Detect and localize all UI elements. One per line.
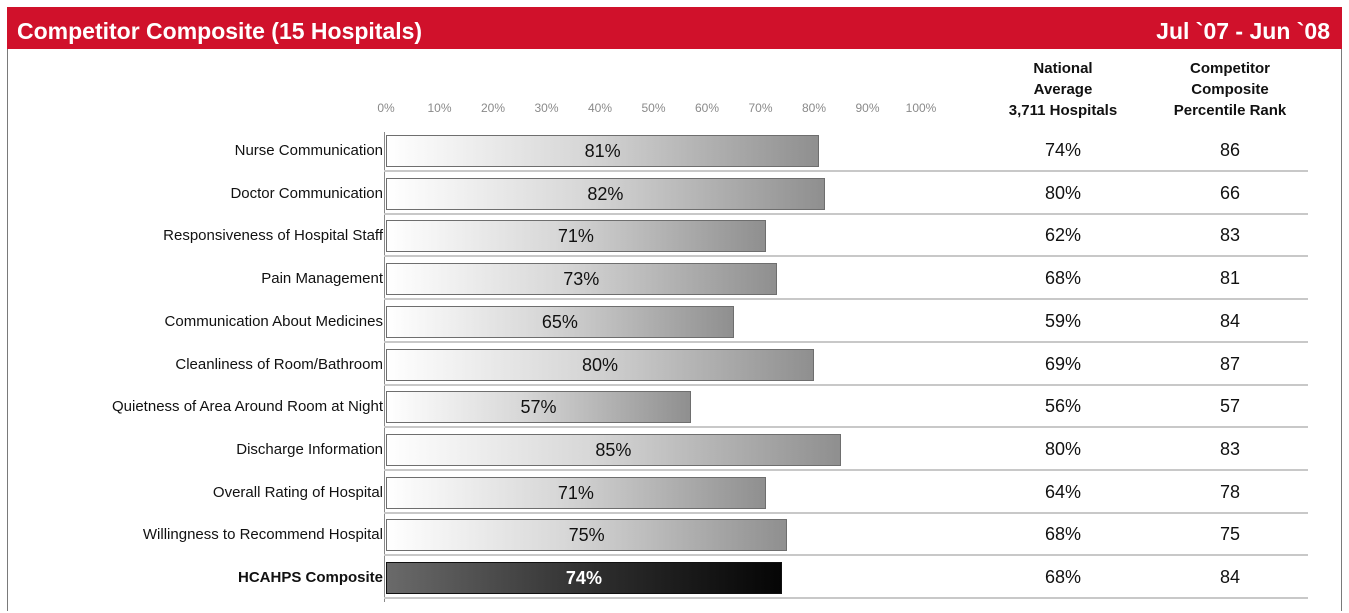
national-average-cell: 59% [1003, 311, 1123, 332]
bar-value-label: 65% [520, 312, 600, 333]
x-tick-label: 90% [843, 101, 893, 115]
row-divider [384, 469, 1308, 471]
x-tick-label: 40% [575, 101, 625, 115]
category-label: Nurse Communication [3, 142, 383, 159]
x-tick-label: 20% [468, 101, 518, 115]
category-label: Quietness of Area Around Room at Night [3, 398, 383, 415]
national-average-cell: 69% [1003, 354, 1123, 375]
national-average-cell: 68% [1003, 268, 1123, 289]
bar-value-label: 74% [544, 568, 624, 589]
category-label: Doctor Communication [3, 185, 383, 202]
national-average-header-line-3: 3,711 Hospitals [968, 100, 1158, 121]
category-label: Discharge Information [3, 441, 383, 458]
percentile-rank-header-line-2: Composite [1145, 79, 1315, 100]
row-divider [384, 384, 1308, 386]
row-divider [384, 554, 1308, 556]
national-average-cell: 80% [1003, 183, 1123, 204]
x-tick-label: 80% [789, 101, 839, 115]
x-tick-label: 0% [361, 101, 411, 115]
date-range: Jul `07 - Jun `08 [1156, 18, 1330, 45]
percentile-rank-cell: 83 [1170, 439, 1290, 460]
percentile-rank-cell: 57 [1170, 396, 1290, 417]
national-average-cell: 68% [1003, 567, 1123, 588]
national-average-header: National Average 3,711 Hospitals [968, 58, 1158, 121]
category-label: Communication About Medicines [3, 313, 383, 330]
bar-value-label: 57% [498, 397, 578, 418]
x-tick-label: 50% [629, 101, 679, 115]
category-label: Willingness to Recommend Hospital [3, 526, 383, 543]
bar-value-label: 75% [547, 525, 627, 546]
percentile-rank-cell: 86 [1170, 140, 1290, 161]
row-divider [384, 426, 1308, 428]
percentile-rank-cell: 83 [1170, 225, 1290, 246]
x-tick-label: 70% [736, 101, 786, 115]
bar-value-label: 71% [536, 483, 616, 504]
bar-value-label: 80% [560, 355, 640, 376]
percentile-rank-cell: 81 [1170, 268, 1290, 289]
bar-value-label: 85% [573, 440, 653, 461]
row-divider [384, 255, 1308, 257]
row-divider [384, 298, 1308, 300]
category-label: HCAHPS Composite [3, 569, 383, 586]
row-divider [384, 597, 1308, 599]
category-label: Cleanliness of Room/Bathroom [3, 356, 383, 373]
percentile-rank-header-line-3: Percentile Rank [1145, 100, 1315, 121]
chart-title: Competitor Composite (15 Hospitals) [17, 18, 422, 45]
category-label: Responsiveness of Hospital Staff [3, 227, 383, 244]
percentile-rank-cell: 78 [1170, 482, 1290, 503]
national-average-cell: 68% [1003, 524, 1123, 545]
x-tick-label: 60% [682, 101, 732, 115]
percentile-rank-cell: 84 [1170, 567, 1290, 588]
chart-header: Competitor Composite (15 Hospitals) Jul … [7, 7, 1342, 49]
percentile-rank-cell: 75 [1170, 524, 1290, 545]
x-tick-label: 10% [415, 101, 465, 115]
row-divider [384, 512, 1308, 514]
percentile-rank-cell: 84 [1170, 311, 1290, 332]
bar-value-label: 82% [565, 184, 645, 205]
category-label: Pain Management [3, 270, 383, 287]
bar-value-label: 71% [536, 226, 616, 247]
percentile-rank-cell: 87 [1170, 354, 1290, 375]
row-divider [384, 341, 1308, 343]
y-axis-line [384, 132, 385, 602]
row-divider [384, 213, 1308, 215]
category-label: Overall Rating of Hospital [3, 484, 383, 501]
national-average-cell: 56% [1003, 396, 1123, 417]
percentile-rank-cell: 66 [1170, 183, 1290, 204]
national-average-cell: 74% [1003, 140, 1123, 161]
x-tick-label: 100% [896, 101, 946, 115]
percentile-rank-header-line-1: Competitor [1145, 58, 1315, 79]
national-average-cell: 64% [1003, 482, 1123, 503]
national-average-cell: 62% [1003, 225, 1123, 246]
bar-value-label: 81% [563, 141, 643, 162]
national-average-header-line-2: Average [968, 79, 1158, 100]
national-average-cell: 80% [1003, 439, 1123, 460]
percentile-rank-header: Competitor Composite Percentile Rank [1145, 58, 1315, 121]
row-divider [384, 170, 1308, 172]
x-tick-label: 30% [522, 101, 572, 115]
national-average-header-line-1: National [968, 58, 1158, 79]
bar-value-label: 73% [541, 269, 621, 290]
